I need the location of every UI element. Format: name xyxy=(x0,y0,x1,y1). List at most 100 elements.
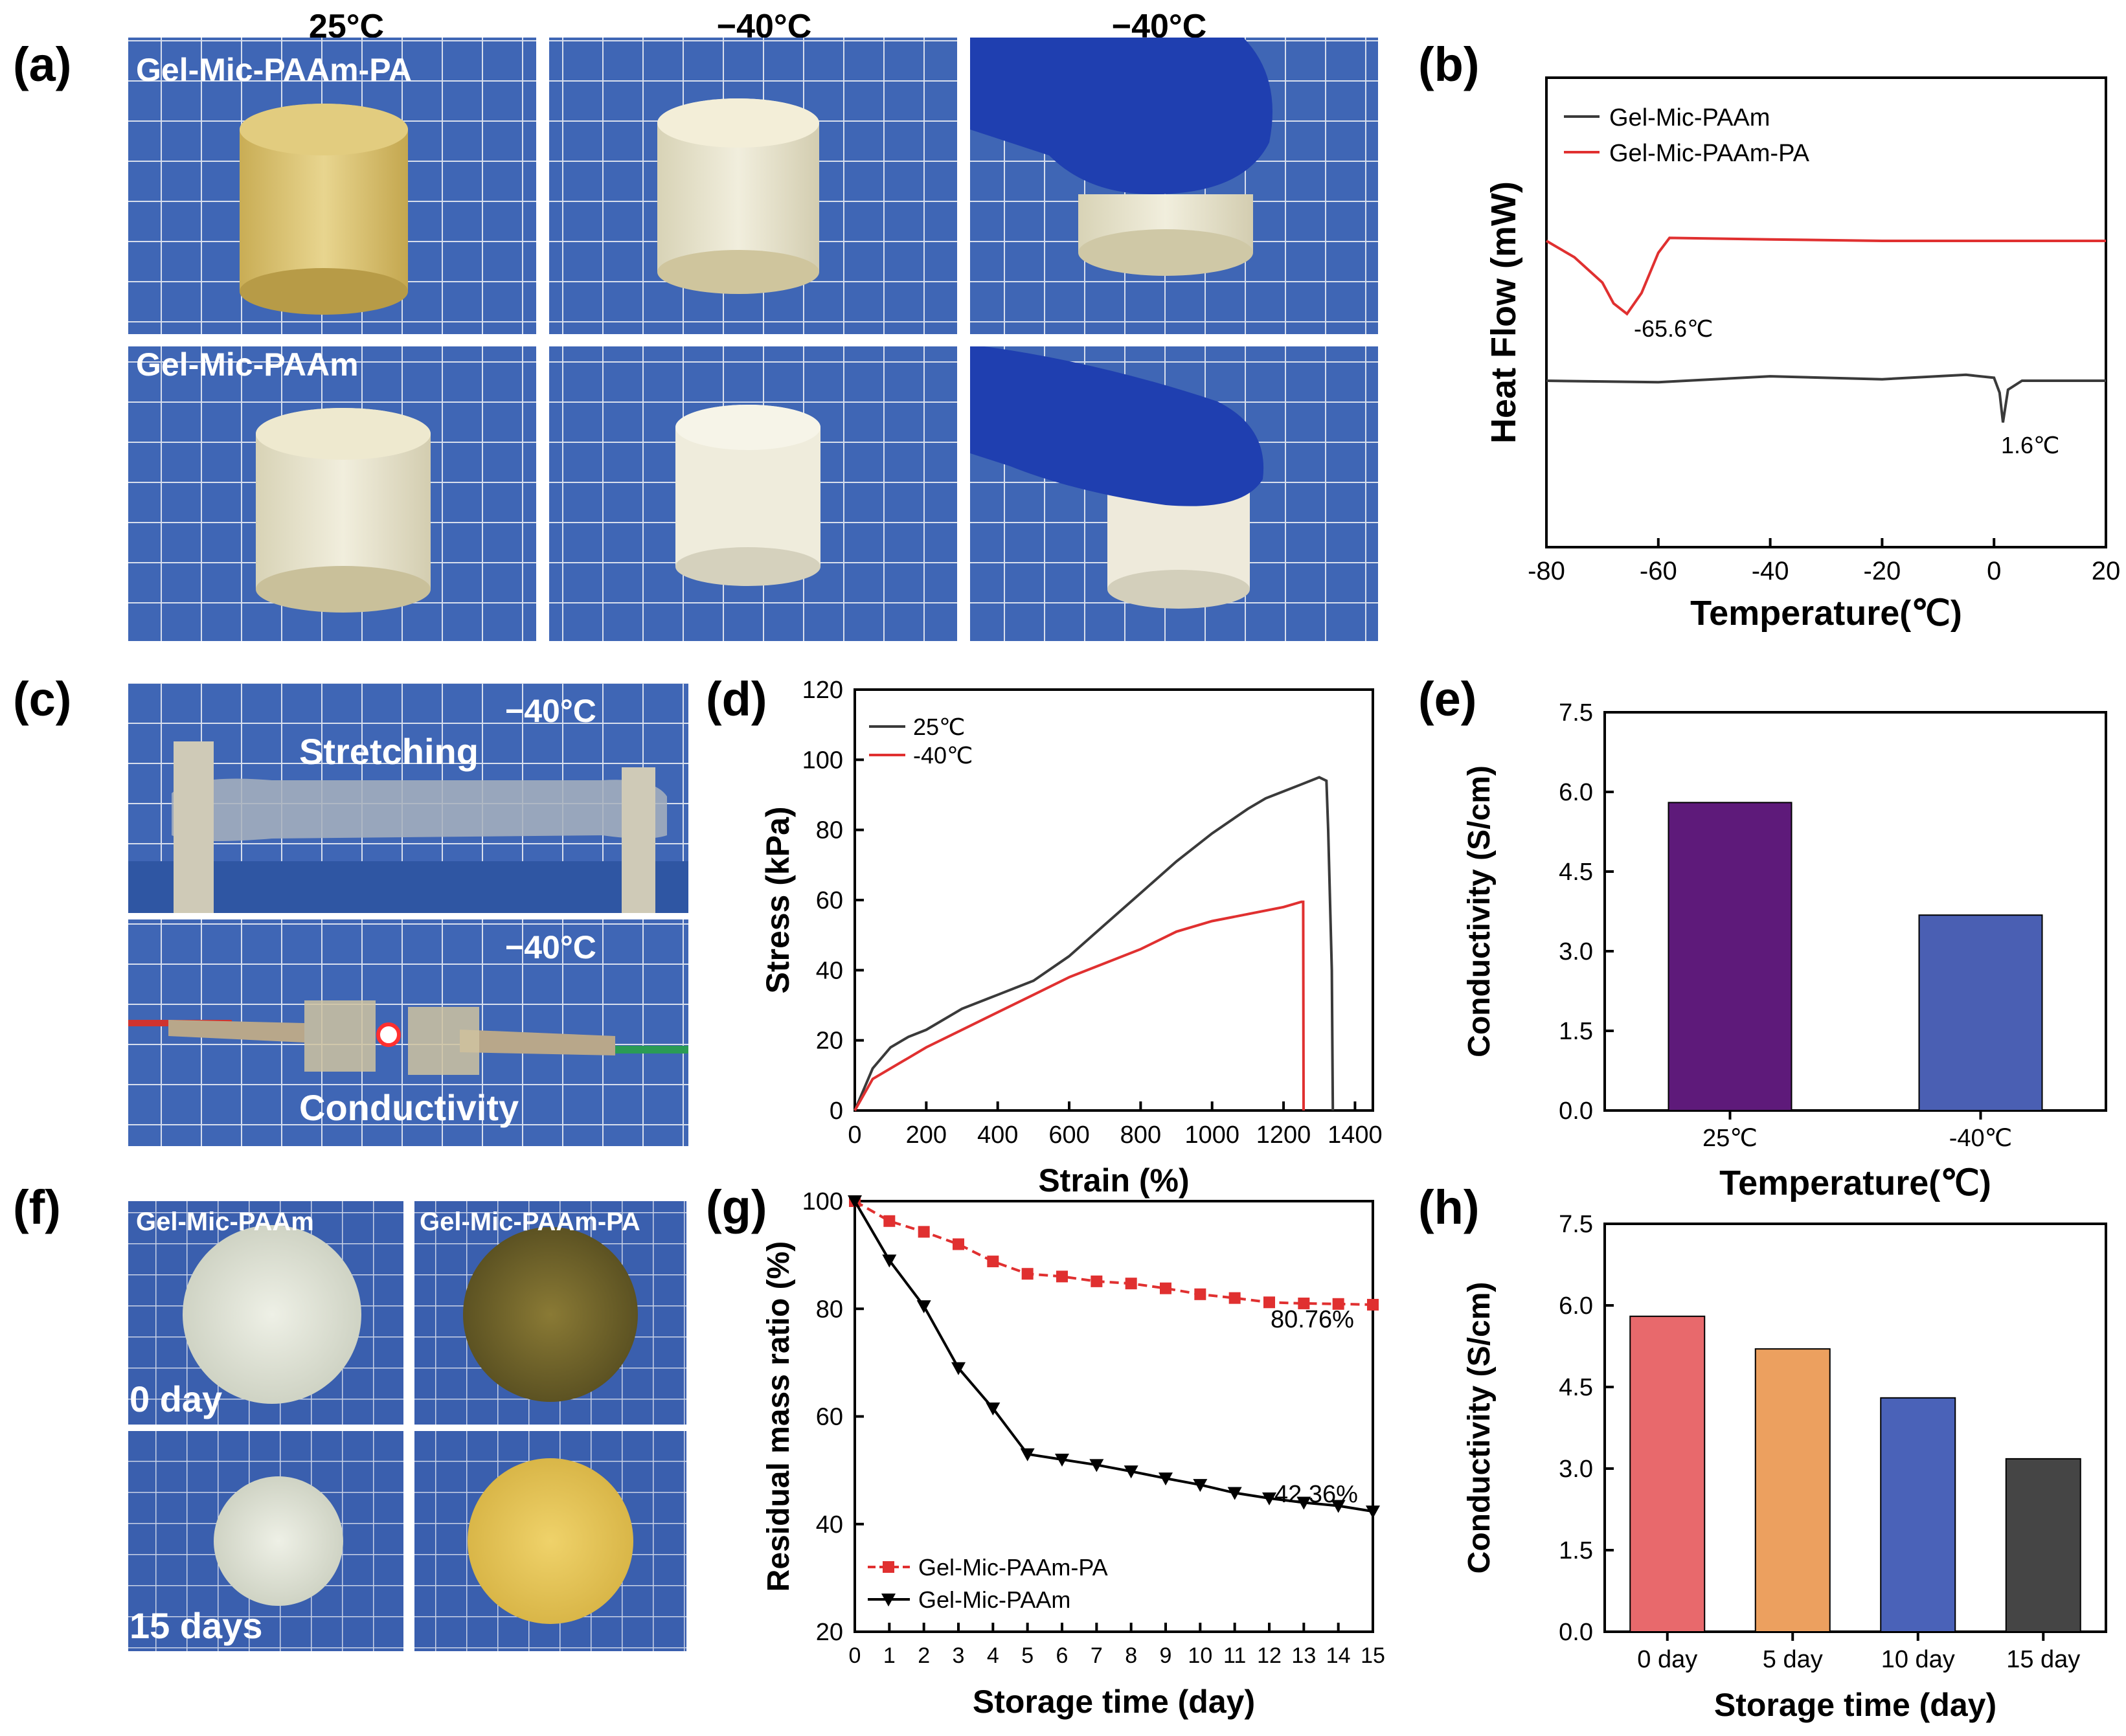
x-tick-label: 200 xyxy=(906,1122,947,1149)
photo-c-stretching xyxy=(128,683,688,913)
x-tick-label: 10 xyxy=(1188,1643,1212,1668)
y-tick-label: 4.5 xyxy=(1559,1374,1593,1401)
panel-label-h: (h) xyxy=(1418,1180,1480,1234)
y-tick-label: 120 xyxy=(802,677,843,704)
bar xyxy=(1880,1397,1956,1633)
x-tick-label: 5 day xyxy=(1763,1646,1823,1673)
glove-icon xyxy=(970,38,1272,194)
data-point-paam xyxy=(1193,1479,1208,1493)
panel-label-b: (b) xyxy=(1418,38,1480,91)
x-axis-label: Temperature(℃) xyxy=(1719,1164,1991,1202)
data-point-pa xyxy=(1263,1296,1275,1309)
panel-f-row-label-1: 0 day xyxy=(130,1379,222,1419)
photo-a-2 xyxy=(549,38,957,334)
annotation-pa-final: 80.76% xyxy=(1271,1306,1354,1333)
x-tick-label: 800 xyxy=(1120,1122,1161,1149)
photo-a-1 xyxy=(128,38,536,334)
y-tick-label: 20 xyxy=(816,1619,843,1646)
data-point-paam xyxy=(1124,1465,1138,1479)
data-point-pa xyxy=(1056,1270,1068,1283)
x-tick-label: 1000 xyxy=(1184,1122,1239,1149)
data-point-paam xyxy=(1089,1459,1104,1472)
y-axis-label: Heat Flow (mW) xyxy=(1484,181,1523,444)
legend-entry: Gel-Mic-PAAm-PA xyxy=(918,1554,1108,1581)
data-point-paam xyxy=(986,1403,1001,1416)
x-tick-label: 1400 xyxy=(1328,1122,1383,1149)
y-axis-label: Conductivity (S/cm) xyxy=(1462,1282,1497,1574)
x-axis-label: Storage time (day) xyxy=(973,1684,1255,1720)
legend-entry: -40℃ xyxy=(913,742,973,769)
legend-entry: 25℃ xyxy=(913,714,965,740)
photo-a-5 xyxy=(549,346,957,641)
bar xyxy=(1668,802,1792,1112)
x-tick-label: 11 xyxy=(1223,1643,1246,1668)
x-tick-label: 0 xyxy=(848,1122,861,1149)
bar xyxy=(1629,1315,1706,1633)
data-point-pa xyxy=(1160,1282,1171,1294)
data-point-paam xyxy=(882,1254,897,1268)
x-tick-label: 400 xyxy=(977,1122,1018,1149)
plot-frame xyxy=(1603,711,2107,1112)
panel-a: 25°C −40°C −40°C xyxy=(128,8,1378,641)
photo-a-3 xyxy=(970,38,1378,334)
data-point-paam xyxy=(1331,1500,1346,1513)
chart-e-conductivity-temperature: 0.0 1.5 3.0 4.5 6.0 7.5 25℃ -40℃ Temperature(℃) C… xyxy=(1462,699,2107,1202)
y-tick-label: 0.0 xyxy=(1559,1098,1593,1125)
legend-entry: Gel-Mic-PAAm xyxy=(1609,104,1770,131)
y-tick-label: 80 xyxy=(816,817,843,844)
bar xyxy=(2005,1458,2081,1632)
y-tick-label: 0.0 xyxy=(1559,1619,1593,1646)
y-tick-label: 60 xyxy=(816,1404,843,1431)
data-point-paam xyxy=(1055,1454,1069,1467)
x-tick-label: 7 xyxy=(1091,1643,1103,1668)
y-axis-label: Stress (kPa) xyxy=(760,806,796,993)
y-tick-label: 40 xyxy=(816,957,843,984)
y-tick-label: 100 xyxy=(802,1188,843,1215)
panel-a-row-label-2: Gel-Mic-PAAm xyxy=(136,346,359,383)
photo-f-1 xyxy=(128,1201,403,1425)
photo-a-6 xyxy=(970,346,1378,641)
y-tick-label: 20 xyxy=(816,1028,843,1055)
panel-label-a: (a) xyxy=(13,38,71,91)
x-tick-label: -20 xyxy=(1863,557,1901,585)
panel-label-g: (g) xyxy=(706,1180,767,1234)
x-tick-label: 15 xyxy=(1361,1643,1385,1668)
x-tick-label: -40 xyxy=(1752,557,1789,585)
photo-f-3 xyxy=(128,1431,403,1651)
data-point-paam xyxy=(848,1195,862,1208)
data-point-paam xyxy=(1366,1505,1380,1519)
x-tick-label: 4 xyxy=(987,1643,999,1668)
annotation-peak-paam: 1.6℃ xyxy=(2001,432,2059,458)
x-tick-label: 25℃ xyxy=(1702,1125,1758,1152)
data-point-pa xyxy=(1125,1278,1137,1290)
data-point-paam xyxy=(1262,1492,1276,1505)
photo-c-conductivity xyxy=(128,919,688,1146)
x-tick-label: 15 day xyxy=(2006,1646,2080,1673)
y-tick-label: 6.0 xyxy=(1559,1292,1593,1320)
chart-h-conductivity-storage: 0.0 1.5 3.0 4.5 6.0 7.5 0 day 5 day 10 day 15 day… xyxy=(1462,1211,2107,1723)
x-tick-label: 12 xyxy=(1257,1643,1282,1668)
y-tick-label: 3.0 xyxy=(1559,938,1593,965)
y-tick-label: 80 xyxy=(816,1296,843,1323)
y-axis-label: Residual mass ratio (%) xyxy=(762,1241,796,1592)
data-point-pa xyxy=(1332,1298,1344,1310)
series-line xyxy=(854,900,1305,1111)
plot-frame xyxy=(1545,76,2107,548)
data-point-pa xyxy=(1194,1288,1206,1300)
panel-label-d: (d) xyxy=(706,672,767,726)
series-line-paam xyxy=(854,1200,1374,1513)
glove-icon xyxy=(970,346,1264,506)
data-point-pa xyxy=(1091,1275,1103,1287)
x-tick-label: 1200 xyxy=(1256,1122,1311,1149)
x-tick-label: 13 xyxy=(1291,1643,1316,1668)
photo-f-2 xyxy=(414,1201,686,1425)
data-point-pa xyxy=(987,1256,999,1268)
bar xyxy=(1918,914,2043,1111)
panel-f: Gel-Mic-PAAm Gel-Mic-PAAm-PA 0 day 15 da… xyxy=(128,1201,686,1651)
y-tick-label: 6.0 xyxy=(1559,779,1593,806)
x-tick-label: 6 xyxy=(1056,1643,1069,1668)
panel-a-row-label-1: Gel-Mic-PAAm-PA xyxy=(136,52,412,88)
x-tick-label: -40℃ xyxy=(1949,1125,2013,1152)
data-point-pa xyxy=(1298,1297,1310,1309)
